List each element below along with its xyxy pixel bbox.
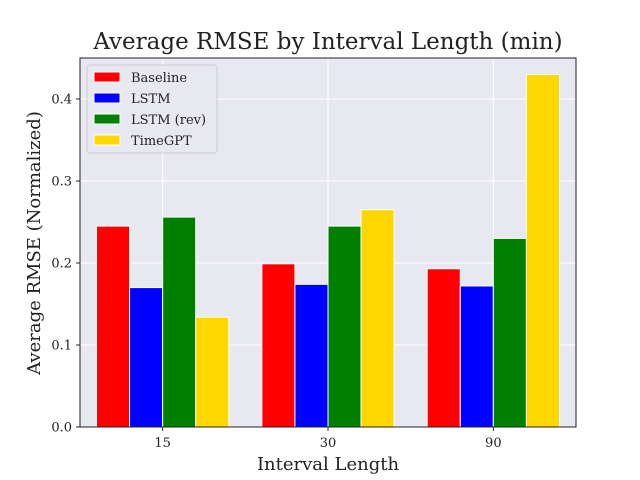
bar: [294, 283, 329, 428]
y-tick-label: 0.0: [51, 421, 72, 436]
bar: [459, 285, 494, 428]
y-tick-label: 0.4: [51, 93, 72, 108]
bar: [525, 73, 560, 428]
y-tick-label: 0.3: [51, 175, 72, 190]
legend-box: [86, 64, 218, 154]
bar: [492, 237, 527, 428]
bars: [96, 73, 560, 428]
y-axis-label: Average RMSE (Normalized): [24, 111, 45, 376]
bar: [96, 225, 131, 428]
chart-title: Average RMSE by Interval Length (min): [92, 29, 562, 55]
bar: [426, 268, 461, 428]
legend-swatch: [93, 134, 121, 146]
x-tick-label: 15: [154, 436, 171, 451]
legend-label: Baseline: [131, 71, 187, 86]
x-tick-label: 30: [320, 436, 337, 451]
legend: Baseline LSTM LSTM (rev) TimeGPT: [86, 64, 218, 154]
bar: [360, 209, 395, 428]
y-tick-label: 0.2: [51, 257, 72, 272]
legend-label: TimeGPT: [131, 134, 192, 149]
bar: [195, 316, 230, 428]
x-axis-label: Interval Length: [257, 454, 400, 475]
bar: [162, 216, 197, 428]
legend-label: LSTM: [131, 92, 171, 107]
y-tick-label: 0.1: [51, 339, 72, 354]
y-axis: 0.0 0.1 0.2 0.3 0.4: [51, 93, 80, 436]
legend-swatch: [93, 92, 121, 104]
x-axis: 15 30 90: [154, 427, 502, 451]
bar: [261, 263, 296, 428]
legend-label: LSTM (rev): [131, 113, 206, 128]
legend-swatch: [93, 113, 121, 125]
legend-swatch: [93, 71, 121, 83]
bar: [129, 287, 164, 428]
x-tick-label: 90: [485, 436, 502, 451]
bar: [327, 225, 362, 428]
